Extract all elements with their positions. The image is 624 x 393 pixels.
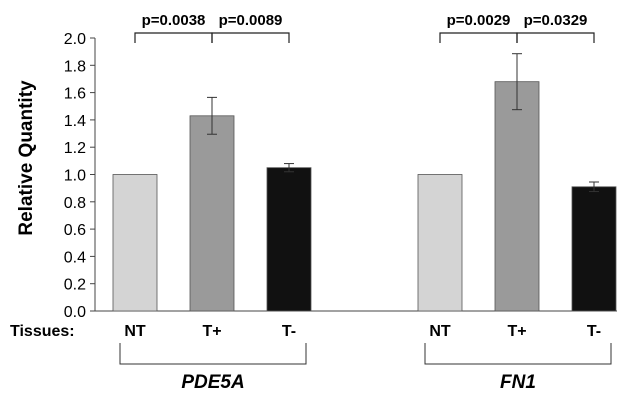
bar-PDE5A-T+ — [189, 115, 235, 312]
p-value-label-PDE5A-1: p=0.0089 — [219, 12, 283, 29]
group-label-PDE5A: PDE5A — [181, 372, 244, 393]
y-tick-label-0: 0.0 — [64, 304, 86, 321]
y-tick-label-7: 1.4 — [64, 113, 86, 130]
bar-FN1-T- — [571, 186, 617, 312]
y-tick-label-8: 1.6 — [64, 86, 86, 103]
significance-brackets: p=0.0038 p=0.0089 p=0.0029 p=0.0329 — [134, 12, 595, 43]
significance-bracket-PDE5A-1 — [211, 32, 290, 43]
y-tick-label-10: 2.0 — [64, 31, 86, 48]
y-tick-label-5: 1.0 — [64, 168, 86, 185]
y-tick-label-9: 1.8 — [64, 58, 86, 75]
significance-bracket-PDE5A-0 — [134, 32, 213, 43]
p-value-label-FN1-0: p=0.0029 — [447, 12, 511, 29]
bar-PDE5A-T- — [266, 167, 312, 312]
p-value-label-PDE5A-0: p=0.0038 — [142, 12, 206, 29]
category-label-PDE5A-T-: T- — [282, 323, 296, 340]
bar-FN1-T+ — [494, 81, 540, 312]
significance-bracket-FN1-1 — [516, 32, 595, 43]
bar-PDE5A-NT — [112, 174, 158, 312]
y-ticks: 0.0 0.2 0.4 0.6 0.8 1.0 1.2 1.4 1.6 1.8 2.0 — [64, 31, 95, 321]
category-labels: NT T+ T- NT T+ T- — [124, 323, 601, 340]
y-tick-label-6: 1.2 — [64, 140, 86, 157]
y-tick-label-4: 0.8 — [64, 195, 86, 212]
group-bracket-PDE5A — [119, 343, 307, 365]
group-bracket-FN1 — [424, 343, 612, 365]
significance-bracket-FN1-0 — [439, 32, 518, 43]
bar-FN1-NT — [417, 174, 463, 312]
y-tick-label-3: 0.6 — [64, 222, 86, 239]
y-tick-label-2: 0.4 — [64, 249, 86, 266]
error-bars — [207, 53, 599, 193]
y-axis-label: Relative Quantity — [16, 80, 37, 236]
category-label-FN1-T+: T+ — [507, 323, 526, 340]
category-label-PDE5A-T+: T+ — [202, 323, 221, 340]
category-label-FN1-NT: NT — [429, 323, 451, 340]
category-label-PDE5A-NT: NT — [124, 323, 146, 340]
y-tick-label-1: 0.2 — [64, 277, 86, 294]
bars — [112, 81, 617, 312]
p-value-label-FN1-1: p=0.0329 — [524, 12, 588, 29]
group-brackets: PDE5A FN1 — [119, 343, 612, 393]
group-label-FN1: FN1 — [500, 372, 536, 393]
row-label-tissues: Tissues: — [10, 323, 75, 340]
category-label-FN1-T-: T- — [587, 323, 601, 340]
